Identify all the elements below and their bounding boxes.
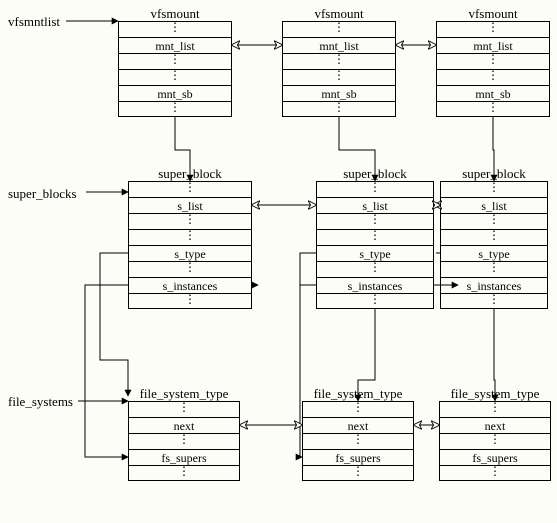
connector-layer [0, 0, 557, 523]
